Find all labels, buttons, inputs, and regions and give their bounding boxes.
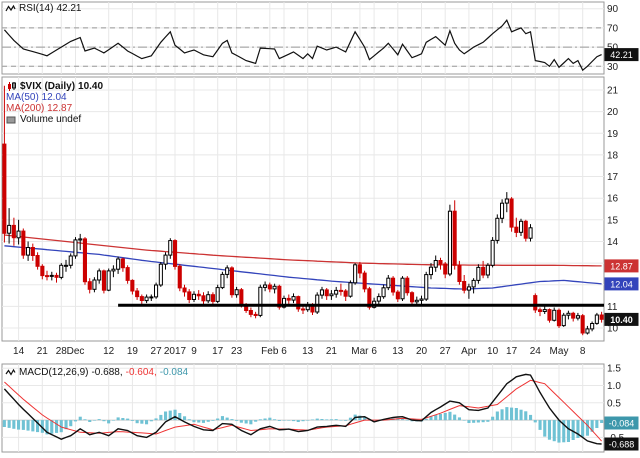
svg-text:17: 17 bbox=[506, 346, 518, 357]
rsi-legend: RSI(14) 42.21 bbox=[5, 3, 81, 14]
svg-text:Dec: Dec bbox=[67, 346, 85, 357]
svg-text:12: 12 bbox=[103, 346, 115, 357]
svg-text:1.5: 1.5 bbox=[607, 364, 621, 375]
svg-text:6: 6 bbox=[371, 346, 377, 357]
svg-text:2017: 2017 bbox=[164, 346, 187, 357]
svg-text:18: 18 bbox=[607, 150, 619, 161]
svg-text:42.21: 42.21 bbox=[610, 50, 633, 60]
macd-indicator-icon bbox=[5, 368, 16, 377]
svg-text:Feb: Feb bbox=[261, 346, 279, 357]
svg-text:24: 24 bbox=[530, 346, 542, 357]
svg-text:10: 10 bbox=[607, 324, 619, 335]
svg-text:May: May bbox=[550, 346, 569, 357]
rsi-indicator-icon bbox=[5, 4, 16, 13]
rsi-legend-value: 42.21 bbox=[56, 3, 82, 14]
last-price-label: 10.40 bbox=[78, 81, 104, 92]
svg-text:10.40: 10.40 bbox=[610, 315, 633, 325]
svg-text:6: 6 bbox=[281, 346, 287, 357]
svg-text:13: 13 bbox=[392, 346, 404, 357]
svg-text:13: 13 bbox=[302, 346, 314, 357]
macd-histogram-value: -0.084 bbox=[159, 367, 189, 378]
svg-text:12.04: 12.04 bbox=[610, 279, 633, 289]
svg-text:27: 27 bbox=[151, 346, 163, 357]
svg-text:17: 17 bbox=[212, 346, 224, 357]
svg-text:23: 23 bbox=[231, 346, 243, 357]
svg-text:10: 10 bbox=[487, 346, 499, 357]
svg-text:0.5: 0.5 bbox=[607, 398, 621, 409]
svg-text:30: 30 bbox=[607, 62, 619, 73]
symbol-label: $VIX (Daily) bbox=[20, 81, 76, 92]
svg-text:70: 70 bbox=[607, 23, 619, 34]
ma50-legend: MA(50) 12.04 bbox=[6, 92, 67, 103]
svg-text:17: 17 bbox=[607, 172, 619, 183]
ma200-legend: MA(200) 12.87 bbox=[6, 103, 73, 114]
svg-text:11: 11 bbox=[607, 302, 618, 313]
svg-text:20: 20 bbox=[607, 107, 619, 118]
price-legend: $VIX (Daily) 10.40 MA(50) 12.04 MA(200) … bbox=[6, 81, 103, 125]
macd-legend-label: MACD(12,26,9) bbox=[19, 367, 89, 378]
svg-text:12.87: 12.87 bbox=[610, 261, 633, 271]
svg-text:9: 9 bbox=[191, 346, 197, 357]
svg-text:15: 15 bbox=[607, 215, 619, 226]
svg-text:20: 20 bbox=[416, 346, 428, 357]
svg-text:28: 28 bbox=[56, 346, 68, 357]
svg-text:21: 21 bbox=[326, 346, 338, 357]
macd-value: -0.688, bbox=[91, 367, 123, 378]
svg-text:14: 14 bbox=[607, 237, 619, 248]
svg-text:-0.688: -0.688 bbox=[609, 440, 635, 450]
candlestick-icon bbox=[6, 82, 17, 91]
svg-text:1.0: 1.0 bbox=[607, 381, 621, 392]
svg-text:21: 21 bbox=[607, 86, 619, 97]
svg-text:Mar: Mar bbox=[351, 346, 369, 357]
svg-text:90: 90 bbox=[607, 4, 619, 15]
svg-text:19: 19 bbox=[127, 346, 139, 357]
volume-legend: Volume undef bbox=[20, 114, 82, 125]
svg-text:14: 14 bbox=[13, 346, 25, 357]
macd-signal-value: -0.604, bbox=[125, 367, 157, 378]
svg-text:27: 27 bbox=[440, 346, 452, 357]
svg-text:8: 8 bbox=[580, 346, 586, 357]
svg-text:-0.084: -0.084 bbox=[609, 419, 635, 429]
volume-icon bbox=[6, 115, 17, 124]
svg-text:19: 19 bbox=[607, 129, 619, 140]
svg-text:16: 16 bbox=[607, 194, 619, 205]
svg-text:Apr: Apr bbox=[461, 346, 477, 357]
rsi-legend-label: RSI(14) bbox=[19, 3, 54, 14]
macd-legend: MACD(12,26,9) -0.688, -0.604, -0.084 bbox=[5, 367, 188, 378]
svg-text:21: 21 bbox=[37, 346, 49, 357]
